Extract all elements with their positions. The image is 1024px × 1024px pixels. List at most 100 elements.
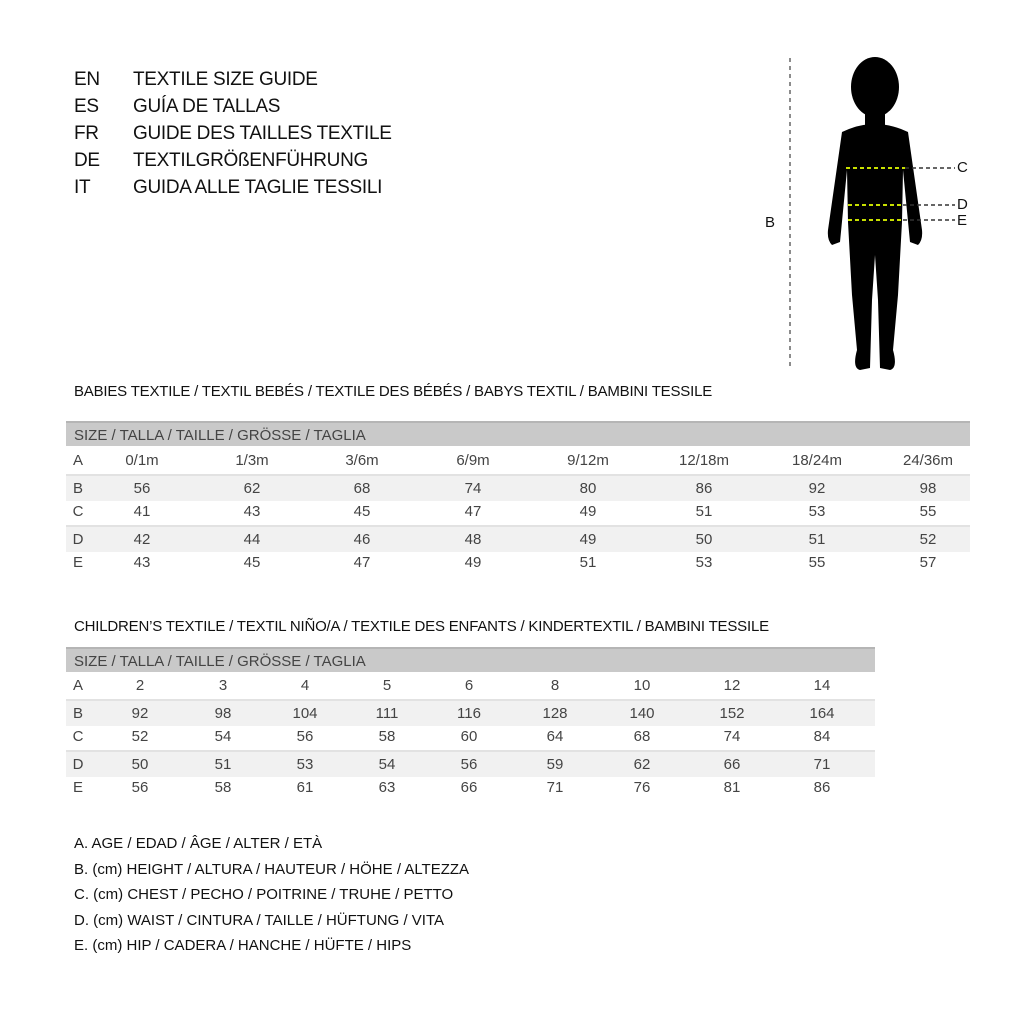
table-cell: 53	[695, 554, 713, 571]
table-cell: 6/9m	[456, 452, 490, 469]
table-cell: 24/36m	[902, 452, 954, 469]
table-cell: 18/24m	[791, 452, 843, 469]
table-cell: 61	[296, 779, 314, 796]
table-cell: 50	[695, 530, 713, 548]
table-row: B 92 98 104 111 116 128 140 152 164	[66, 698, 875, 726]
table-cell: 45	[243, 554, 261, 571]
row-label: B	[72, 704, 84, 722]
table-cell: 6	[464, 677, 474, 694]
table-cell: 63	[378, 779, 396, 796]
legend-item: A. AGE / EDAD / ÂGE / ALTER / ETÀ	[74, 835, 323, 852]
table-row: C 41 43 45 47 49 51 53 55	[66, 499, 970, 524]
table-cell: 66	[460, 779, 478, 796]
table-cell: 152	[719, 704, 745, 722]
table-cell: 74	[464, 479, 482, 497]
row-label: C	[72, 503, 84, 520]
table-cell: 64	[546, 728, 564, 745]
table-cell: 84	[813, 728, 831, 745]
table-row: D 42 44 46 48 49 50 51 52	[66, 524, 970, 552]
table-cell: 98	[919, 479, 937, 497]
table-cell: 49	[579, 503, 597, 520]
table-cell: 80	[579, 479, 597, 497]
babies-section-title: BABIES TEXTILE / TEXTIL BEBÉS / TEXTILE …	[74, 383, 713, 400]
table-cell: 56	[131, 779, 149, 796]
label-e: E	[957, 212, 967, 229]
table-cell: 41	[133, 503, 151, 520]
title-text: TEXTILGRÖßENFÜHRUNG	[133, 150, 368, 171]
table-cell: 51	[579, 554, 597, 571]
table-cell: 71	[546, 779, 564, 796]
legend-item: D. (cm) WAIST / CINTURA / TAILLE / HÜFTU…	[74, 911, 445, 929]
table-cell: 44	[243, 530, 261, 548]
table-cell: 12	[723, 677, 741, 694]
table-cell: 49	[579, 530, 597, 548]
table-cell: 52	[131, 728, 149, 745]
table-cell: 55	[808, 554, 826, 571]
table-cell: 1/3m	[235, 452, 269, 469]
row-label: D	[72, 530, 84, 548]
table-cell: 104	[292, 704, 318, 722]
child-silhouette-figure	[789, 57, 955, 370]
table-row: D 50 51 53 54 56 59 62 66 71	[66, 749, 875, 777]
table-row: A 0/1m 1/3m 3/6m 6/9m 9/12m 12/18m 18/24m 24/36m	[66, 448, 970, 473]
table-cell: 62	[243, 479, 261, 497]
table-cell: 76	[633, 779, 651, 796]
table-cell: 12/18m	[678, 452, 730, 469]
table-cell: 116	[457, 704, 481, 722]
table-cell: 68	[353, 479, 371, 497]
children-table-header: SIZE / TALLA / TAILLE / GRÖSSE / TAGLIA	[66, 647, 875, 672]
table-cell: 43	[133, 554, 151, 571]
table-cell: 51	[808, 530, 826, 548]
row-label: A	[72, 452, 84, 469]
table-cell: 62	[633, 755, 651, 773]
table-cell: 57	[919, 554, 937, 571]
table-cell: 55	[919, 503, 937, 520]
table-cell: 92	[131, 704, 149, 722]
label-c: C	[957, 159, 968, 176]
table-cell: 53	[808, 503, 826, 520]
table-row: E 43 45 47 49 51 53 55 57	[66, 550, 970, 575]
table-cell: 45	[353, 503, 371, 520]
title-text: TEXTILE SIZE GUIDE	[133, 69, 318, 90]
table-cell: 50	[131, 755, 149, 773]
table-cell: 3	[218, 677, 228, 694]
table-cell: 111	[375, 704, 399, 722]
lang-code: FR	[74, 123, 99, 144]
table-cell: 98	[214, 704, 232, 722]
lang-code: IT	[74, 177, 91, 198]
table-cell: 66	[723, 755, 741, 773]
table-cell: 56	[296, 728, 314, 745]
table-cell: 58	[378, 728, 396, 745]
table-cell: 2	[135, 677, 145, 694]
table-cell: 74	[723, 728, 741, 745]
child-silhouette-icon	[827, 57, 923, 370]
row-label: C	[72, 728, 84, 745]
table-row: A 2 3 4 5 6 8 10 12 14	[66, 673, 875, 698]
table-cell: 81	[723, 779, 741, 796]
table-cell: 59	[546, 755, 564, 773]
legend-item: E. (cm) HIP / CADERA / HANCHE / HÜFTE / …	[74, 937, 412, 954]
row-label: A	[72, 677, 84, 694]
table-cell: 128	[542, 704, 568, 722]
table-cell: 52	[919, 530, 937, 548]
table-cell: 47	[353, 554, 371, 571]
table-cell: 48	[464, 530, 482, 548]
label-b: B	[765, 214, 775, 231]
table-cell: 4	[300, 677, 310, 694]
label-d: D	[957, 196, 968, 213]
lang-code: ES	[74, 96, 99, 117]
table-cell: 54	[214, 728, 232, 745]
lang-code: EN	[74, 69, 100, 90]
table-cell: 86	[813, 779, 831, 796]
children-section-title: CHILDREN’S TEXTILE / TEXTIL NIÑO/A / TEX…	[74, 618, 769, 635]
table-cell: 51	[695, 503, 713, 520]
row-label: E	[72, 779, 84, 796]
babies-table-header: SIZE / TALLA / TAILLE / GRÖSSE / TAGLIA	[66, 421, 970, 446]
table-cell: 54	[378, 755, 396, 773]
legend-item: C. (cm) CHEST / PECHO / POITRINE / TRUHE…	[74, 886, 454, 903]
row-label: B	[72, 479, 84, 497]
title-text: GUIDE DES TAILLES TEXTILE	[133, 123, 392, 144]
table-cell: 71	[813, 755, 831, 773]
table-row: C 52 54 56 58 60 64 68 74 84	[66, 724, 875, 749]
table-cell: 92	[808, 479, 826, 497]
